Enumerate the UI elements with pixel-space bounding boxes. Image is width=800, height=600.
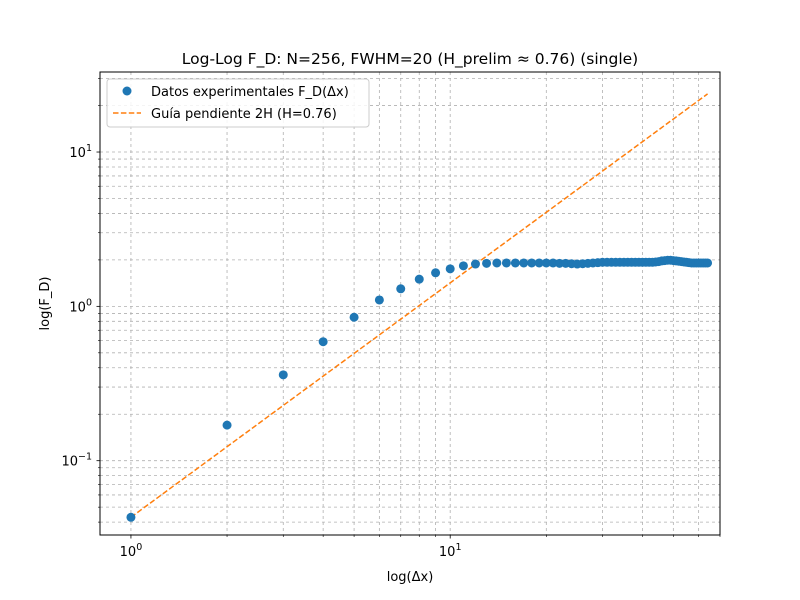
y-tick-label: 100 (69, 297, 92, 315)
data-point (445, 264, 455, 274)
x-axis-label: log(Δx) (387, 570, 434, 585)
legend-marker-scatter (122, 86, 132, 96)
legend-label-scatter: Datos experimentales F_D(Δx) (151, 85, 349, 100)
data-point (278, 370, 288, 380)
data-point (501, 258, 511, 268)
grid (100, 72, 721, 535)
data-point (126, 512, 136, 522)
legend: Datos experimentales F_D(Δx) Guía pendie… (106, 78, 370, 128)
data-point (374, 295, 384, 305)
data-point (458, 261, 468, 271)
chart-title: Log-Log F_D: N=256, FWHM=20 (H_prelim ≈ … (182, 50, 638, 69)
data-point (222, 420, 232, 430)
x-tick-label: 101 (439, 542, 462, 560)
data-point (482, 258, 492, 268)
data-point (555, 258, 565, 268)
data-point (349, 312, 359, 322)
data-point (470, 259, 480, 269)
data-point (510, 258, 520, 268)
data-point (431, 268, 441, 278)
data-point (703, 258, 713, 268)
data-point (548, 258, 558, 268)
data-point (541, 258, 551, 268)
guide-line (130, 93, 709, 518)
y-axis-label: log(F_D) (38, 277, 53, 331)
data-point (318, 337, 328, 347)
plot-frame (99, 71, 721, 536)
y-tick-label: 10−1 (61, 452, 92, 470)
legend-label-line: Guía pendiente 2H (H=0.76) (151, 107, 337, 122)
data-point (492, 258, 502, 268)
series (126, 93, 713, 522)
axis-ticks: 100 101 10−1 100 101 (61, 78, 721, 560)
data-point (534, 258, 544, 268)
data-point (414, 274, 424, 284)
y-tick-label: 101 (69, 143, 92, 161)
x-tick-label: 100 (120, 542, 143, 560)
data-point (527, 258, 537, 268)
data-point (519, 258, 529, 268)
legend-box (106, 78, 370, 128)
data-point (396, 284, 406, 294)
